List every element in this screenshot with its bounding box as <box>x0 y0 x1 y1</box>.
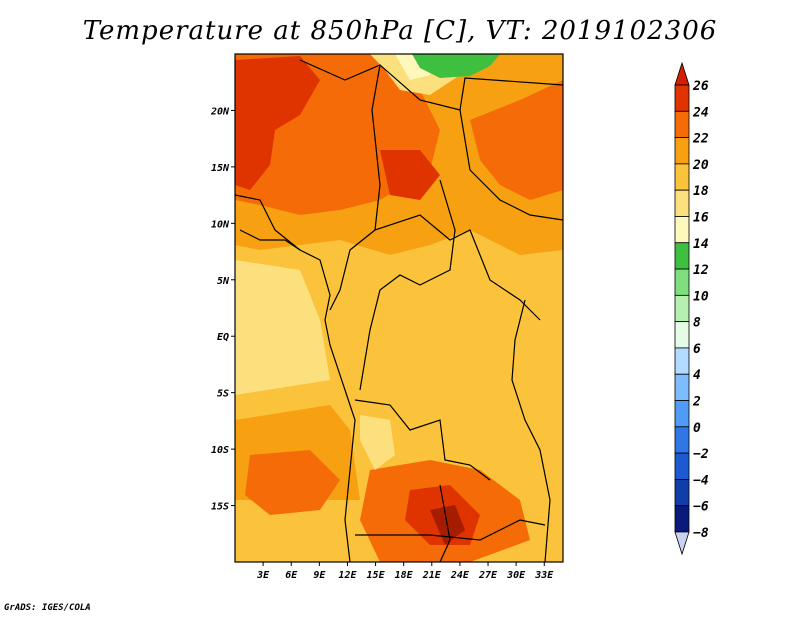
lon-tick-label: 3E <box>256 570 270 581</box>
colorbar-box <box>674 268 690 296</box>
lon-tick-label: 24E <box>450 570 470 581</box>
border-sudan <box>459 109 563 221</box>
colorbar-label: 6 <box>693 342 701 357</box>
colorbar-label: 10 <box>693 289 709 304</box>
temperature-field <box>235 54 563 562</box>
colorbar-label: 12 <box>693 263 709 278</box>
lon-tick-label: 21E <box>422 570 442 581</box>
colorbar-label: 20 <box>692 158 709 173</box>
colorbar-box <box>674 163 690 191</box>
colorbar-box <box>674 373 690 401</box>
border-car-congo <box>359 179 456 391</box>
field-26-northwest <box>235 56 320 190</box>
border-zambia <box>439 484 451 562</box>
colorbar-box <box>674 242 690 270</box>
colorbar-label: −6 <box>693 500 709 515</box>
lon-tick-label: 30E <box>506 570 526 581</box>
colorbar-box <box>674 216 690 244</box>
lat-tick-label: 20N <box>210 106 230 117</box>
lat-tick-label: 10S <box>211 445 229 456</box>
lon-tick-label: 6E <box>285 570 298 581</box>
colorbar-box <box>674 189 690 217</box>
border-drc-south <box>354 399 491 481</box>
field-18-angola <box>360 415 395 470</box>
colorbar-bottom-arrow <box>674 531 690 556</box>
border-central <box>374 214 541 321</box>
grads-credit: GrADS: IGES/COLA <box>4 603 91 613</box>
border-west-africa <box>239 229 301 251</box>
border-east <box>511 299 551 562</box>
colorbar-box <box>674 294 690 323</box>
map-title: Temperature at 850hPa [C], VT: 201910230… <box>82 16 718 46</box>
lon-tick-label: 18E <box>395 570 414 581</box>
colorbar-box <box>674 137 690 165</box>
lat-tick-label: 5N <box>217 276 230 287</box>
colorbar-label: 4 <box>693 368 701 383</box>
colorbar-label: −4 <box>693 473 709 488</box>
colorbar-label: 2 <box>692 395 701 410</box>
colorbar-top-arrow <box>674 61 690 86</box>
colorbar-box <box>674 426 690 454</box>
colorbar-label: −8 <box>693 526 709 541</box>
lat-tick-label: EQ <box>217 332 229 343</box>
border-namibia <box>355 519 546 541</box>
colorbar-label: 0 <box>693 421 701 436</box>
lat-axis: 20N 15N 10N 5N EQ 5S 10S 15S <box>210 106 235 513</box>
field-24-southwest <box>245 450 340 515</box>
colorbar-box <box>674 505 690 533</box>
lat-tick-label: 15S <box>211 502 229 513</box>
colorbar-label: 8 <box>693 316 701 331</box>
lat-tick-label: 10N <box>211 219 230 230</box>
lat-tick-label: 15N <box>211 163 230 174</box>
colorbar-box <box>674 110 690 138</box>
colorbar-box <box>674 84 690 112</box>
lon-axis: 3E 6E 9E 12E 15E 18E 21E 24E 27E 30E 33E <box>256 562 554 581</box>
colorbar-box <box>674 400 690 428</box>
lon-tick-label: 15E <box>367 570 386 581</box>
lon-tick-label: 33E <box>534 570 554 581</box>
coastline-west <box>235 194 356 562</box>
field-12-north <box>412 54 500 78</box>
lon-tick-label: 27E <box>478 570 498 581</box>
field-24-northeast <box>470 80 563 200</box>
colorbar-label: 22 <box>692 132 709 147</box>
lon-tick-label: 12E <box>338 570 357 581</box>
colorbar-label: 18 <box>693 184 709 199</box>
border-north <box>299 59 563 111</box>
colorbar-box <box>674 347 690 375</box>
colorbar-label: 24 <box>692 105 709 120</box>
colorbar-label: −2 <box>693 447 709 462</box>
map-frame <box>234 53 564 563</box>
field-26-sahel <box>380 150 440 200</box>
colorbar-box <box>674 452 690 480</box>
field-18-ocean <box>235 260 330 395</box>
coastlines-borders <box>235 59 563 562</box>
lon-tick-label: 9E <box>313 570 326 581</box>
colorbar-box <box>674 479 690 507</box>
lat-tick-label: 5S <box>217 389 229 400</box>
colorbar-label: 14 <box>693 237 709 252</box>
colorbar-box <box>674 321 690 349</box>
colorbar-label: 16 <box>693 210 709 225</box>
colorbar-label: 26 <box>692 79 709 94</box>
